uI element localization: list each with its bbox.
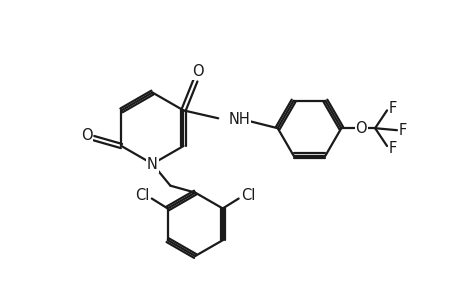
Text: O: O xyxy=(355,121,366,136)
Text: Cl: Cl xyxy=(134,188,149,203)
Text: NH: NH xyxy=(228,112,249,127)
Text: F: F xyxy=(388,101,396,116)
Text: O: O xyxy=(192,64,204,79)
Text: Cl: Cl xyxy=(241,188,255,203)
Text: N: N xyxy=(147,158,157,172)
Text: F: F xyxy=(388,140,396,155)
Text: F: F xyxy=(398,123,406,138)
Text: O: O xyxy=(81,128,92,142)
